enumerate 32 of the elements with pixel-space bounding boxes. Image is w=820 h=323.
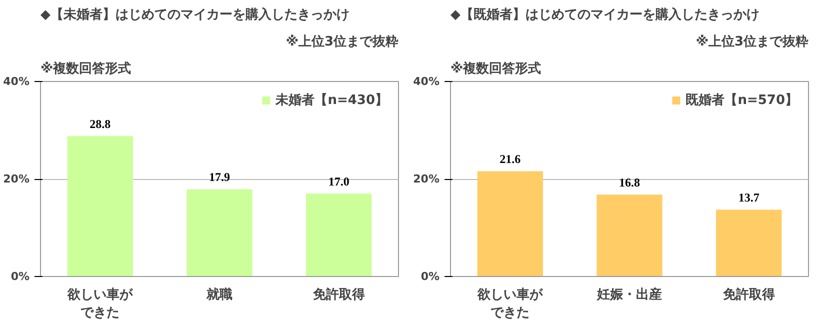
y-tick-label: 20% [3, 172, 30, 186]
bar [596, 194, 662, 276]
y-tick-label: 40% [3, 75, 30, 88]
legend-label: 既婚者【n=570】 [686, 92, 798, 109]
chart-subtitle: ※複数回答形式 [40, 60, 132, 76]
bar [186, 189, 252, 276]
x-tick-label: 就職 [206, 286, 232, 302]
data-label: 28.8 [90, 117, 111, 132]
text: ※上位3位まで抜粋 [696, 34, 809, 50]
y-tick-label: 0% [420, 270, 440, 283]
chart-title: ◆【未婚者】はじめてのマイカーを購入したきっかけ [40, 6, 350, 22]
y-tick-label: 20% [413, 172, 440, 186]
data-label: 13.7 [738, 190, 760, 205]
bar [306, 194, 372, 276]
bar [67, 136, 133, 276]
x-tick-label: 欲しい車ができた [476, 288, 544, 320]
data-label: 17.0 [328, 174, 350, 189]
data-label: 17.9 [209, 170, 230, 184]
x-tick-label: 欲しい車ができた [66, 288, 134, 320]
data-label: 16.8 [619, 176, 640, 190]
legend-label: 未婚者【n=430】 [276, 92, 388, 109]
y-tick-label: 40% [413, 75, 440, 88]
chart-title: ◆【既婚者】はじめてのマイカーを購入したきっかけ [450, 6, 760, 22]
x-tick-label: 免許取得 [312, 286, 365, 302]
y-tick-label: 0% [10, 270, 30, 283]
x-tick-label: 妊娠・出産 [596, 286, 662, 302]
text: ※上位3位まで抜粋 [286, 34, 399, 50]
chart-subtitle: ※複数回答形式 [450, 60, 542, 76]
bar [716, 210, 782, 276]
data-label: 21.6 [500, 152, 521, 166]
bar [477, 171, 543, 276]
x-tick-label: 免許取得 [722, 286, 775, 302]
